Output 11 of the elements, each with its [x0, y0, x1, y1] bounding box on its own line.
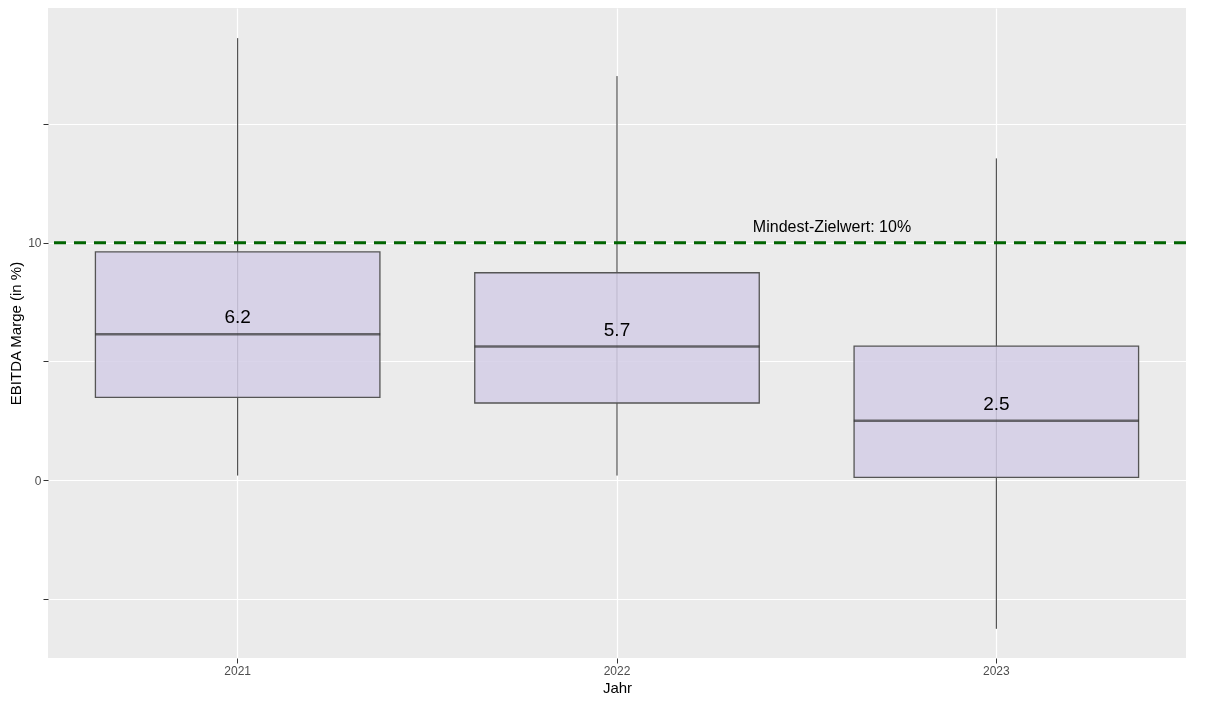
x-axis-title: Jahr	[602, 678, 633, 696]
annotation: 2.5	[983, 392, 1010, 414]
y-tick-label: 0	[34, 473, 42, 488]
x-tick-label: 2021	[224, 663, 252, 678]
x-tick-label: 2023	[982, 663, 1010, 678]
annotation: 6.2	[224, 306, 251, 328]
annotation: 5.7	[603, 318, 631, 340]
ref-line-label: Mindest-Zielwert: 10%	[752, 217, 912, 235]
y-axis-title: EBITDA Marge (in %)	[7, 261, 25, 406]
y-tick-label: 10	[28, 236, 42, 251]
x-tick-label: 2022	[603, 663, 631, 678]
